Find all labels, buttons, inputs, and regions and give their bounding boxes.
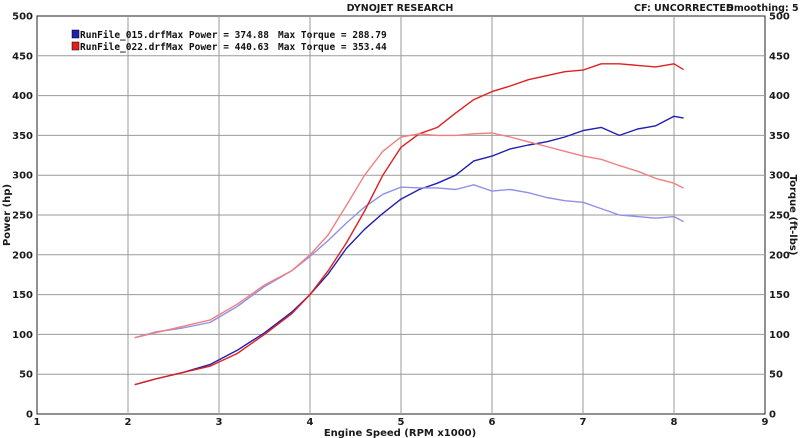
legend: RunFile_015.drf Max Power = 374.88 Max T… [71,29,387,53]
legend-swatch-1 [71,29,80,39]
x-tick-label: 9 [762,417,769,428]
y2-tick-label: 350 [769,131,790,142]
x-tick-label: 6 [489,417,496,428]
y2-tick-label: 100 [769,330,790,341]
y-tick-label: 50 [19,370,33,381]
y-tick-label: 400 [12,91,33,102]
legend-power-1: Max Power = 374.88 [166,30,269,41]
smoothing-label: Smoothing: 5 [727,3,799,14]
y2-tick-label: 300 [769,171,790,182]
x-axis-label: Engine Speed (RPM x1000) [324,428,476,438]
y-tick-label: 0 [26,410,33,421]
y-tick-label: 300 [12,171,33,182]
legend-swatch-2 [71,41,80,51]
y2-tick-label: 400 [769,91,790,102]
series-line-power-1 [134,115,684,386]
y-tick-label: 100 [12,330,33,341]
y2-axis-label: Torque (ft-lbs) [787,175,798,256]
y-tick-label: 500 [12,12,33,23]
y2-tick-label: 500 [769,12,790,23]
y2-tick-label: 200 [769,250,790,261]
legend-torque-2: Max Torque = 353.44 [278,42,387,53]
x-tick-label: 8 [671,417,678,428]
chart-title: DYNOJET RESEARCH [347,3,454,14]
tick-labels: 1 2 3 4 5 6 7 8 90501001502002503003504004505000… [12,12,790,429]
legend-entry-2: RunFile_022.drf Max Power = 440.63 Max T… [71,41,387,53]
series-group [134,63,684,386]
x-tick-label: 5 [398,417,405,428]
correction-factor: CF: UNCORRECTED [634,3,734,14]
legend-file-2: RunFile_022.drf [80,42,166,53]
y-tick-label: 200 [12,250,33,261]
grid-lines [37,16,765,414]
y-axis-label: Power (hp) [2,184,13,246]
legend-torque-1: Max Torque = 288.79 [278,30,387,41]
y2-tick-label: 450 [769,51,790,62]
y-tick-label: 350 [12,131,33,142]
y2-tick-label: 0 [769,410,776,421]
series-line-torque-4 [134,132,684,339]
y2-tick-label: 250 [769,211,790,222]
x-tick-label: 4 [307,417,314,428]
y-tick-label: 150 [12,290,33,301]
y2-tick-label: 50 [769,370,783,381]
legend-file-1: RunFile_015.drf [80,30,166,41]
y2-tick-label: 150 [769,290,790,301]
x-tick-label: 7 [580,417,587,428]
series-line-power-3 [134,63,684,386]
y-tick-label: 250 [12,211,33,222]
x-tick-label: 3 [216,417,223,428]
series-line-torque-2 [134,184,684,339]
x-tick-label: 1 [34,417,41,428]
y-tick-label: 450 [12,51,33,62]
legend-entry-1: RunFile_015.drf Max Power = 374.88 Max T… [71,29,387,41]
legend-power-2: Max Power = 440.63 [166,42,269,53]
x-tick-label: 2 [125,417,132,428]
